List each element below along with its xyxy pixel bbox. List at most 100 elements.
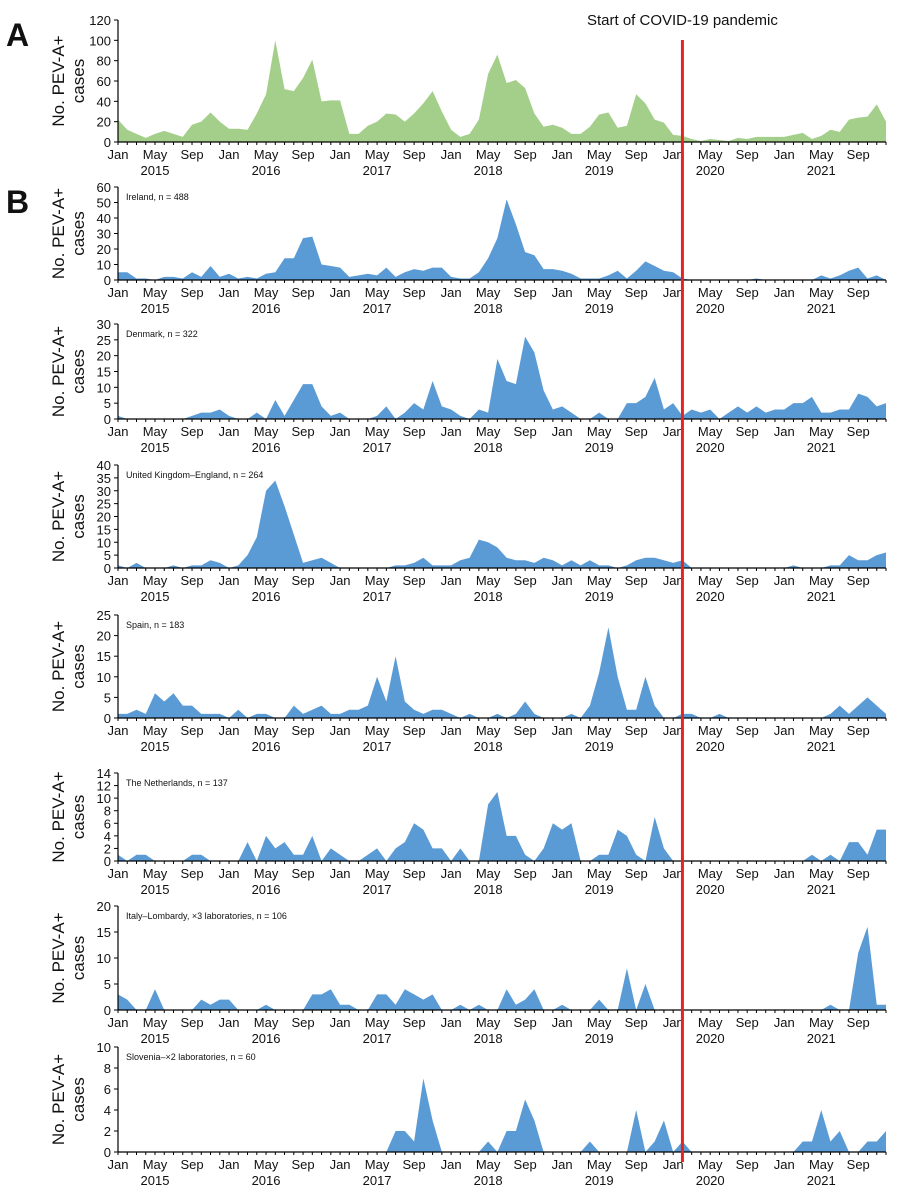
x-tick-label: Sep [625, 723, 648, 738]
x-tick-label: Sep [403, 424, 426, 439]
x-tick-label: Sep [180, 147, 203, 162]
x-tick-label: Jan [774, 866, 795, 881]
y-axis-label: cases [69, 211, 88, 255]
x-tick-label: Sep [291, 1157, 314, 1172]
x-tick-label: Jan [108, 573, 129, 588]
y-tick-label: 14 [97, 766, 111, 781]
year-label: 2015 [141, 163, 170, 178]
x-tick-label: Jan [441, 1015, 462, 1030]
y-axis-label: No. PEV-A+ [49, 912, 68, 1003]
x-tick-label: Sep [403, 1157, 426, 1172]
x-tick-label: Jan [663, 573, 684, 588]
year-label: 2015 [141, 739, 170, 754]
x-tick-label: Jan [441, 424, 462, 439]
x-tick-label: Sep [180, 1015, 203, 1030]
x-tick-label: May [143, 1157, 168, 1172]
x-tick-label: Jan [552, 424, 573, 439]
year-label: 2018 [474, 1173, 503, 1188]
y-tick-label: 40 [97, 211, 111, 226]
y-axis-label: cases [69, 936, 88, 980]
year-label: 2017 [363, 440, 392, 455]
x-tick-label: May [254, 285, 279, 300]
x-tick-label: Sep [514, 1157, 537, 1172]
y-tick-label: 10 [97, 791, 111, 806]
panel: 0 5 10 15 20 25 Jan May Sep Jan May Sep Jan May Sep Jan… [49, 608, 887, 754]
y-tick-label: 10 [97, 951, 111, 966]
x-tick-label: Sep [847, 573, 870, 588]
y-tick-label: 6 [104, 1082, 111, 1097]
y-tick-label: 10 [97, 258, 111, 273]
year-label: 2016 [252, 1173, 281, 1188]
x-tick-label: May [698, 573, 723, 588]
x-tick-label: Sep [180, 424, 203, 439]
x-tick-label: Sep [403, 573, 426, 588]
y-tick-label: 0 [104, 273, 111, 288]
year-label: 2015 [141, 882, 170, 897]
x-tick-label: Jan [774, 424, 795, 439]
x-tick-label: Jan [219, 573, 240, 588]
x-tick-label: Sep [625, 147, 648, 162]
x-tick-label: May [587, 424, 612, 439]
year-label: 2021 [807, 1173, 836, 1188]
year-label: 2019 [585, 589, 614, 604]
x-tick-label: May [476, 1015, 501, 1030]
x-tick-label: May [365, 285, 390, 300]
year-label: 2016 [252, 1031, 281, 1046]
year-label: 2018 [474, 440, 503, 455]
year-label: 2017 [363, 589, 392, 604]
y-tick-label: 80 [97, 54, 111, 69]
x-tick-label: May [476, 573, 501, 588]
x-tick-label: Jan [663, 147, 684, 162]
area [118, 926, 886, 1010]
x-tick-label: May [365, 866, 390, 881]
x-tick-label: Jan [330, 147, 351, 162]
x-tick-label: Jan [108, 1157, 129, 1172]
x-tick-label: Sep [291, 424, 314, 439]
x-tick-label: Sep [847, 1157, 870, 1172]
y-tick-label: 2 [104, 841, 111, 856]
y-tick-label: 8 [104, 1061, 111, 1076]
x-tick-label: May [698, 424, 723, 439]
x-tick-label: Sep [736, 1015, 759, 1030]
x-tick-label: Jan [774, 285, 795, 300]
y-tick-label: 15 [97, 649, 111, 664]
x-tick-label: Sep [736, 866, 759, 881]
x-tick-label: Sep [736, 147, 759, 162]
panel-subtitle: United Kingdom–England, n = 264 [126, 470, 263, 480]
x-tick-label: Jan [330, 285, 351, 300]
x-tick-label: May [254, 573, 279, 588]
x-tick-label: May [476, 866, 501, 881]
x-tick-label: May [143, 866, 168, 881]
year-label: 2018 [474, 589, 503, 604]
y-tick-label: 20 [97, 242, 111, 257]
x-tick-label: Jan [663, 424, 684, 439]
area [118, 791, 886, 861]
x-tick-label: Sep [403, 866, 426, 881]
year-label: 2017 [363, 739, 392, 754]
x-tick-label: May [809, 1157, 834, 1172]
x-tick-label: Sep [514, 147, 537, 162]
y-tick-label: 15 [97, 925, 111, 940]
panel-label: B [6, 184, 29, 220]
y-axis-label: cases [69, 349, 88, 393]
y-tick-label: 60 [97, 180, 111, 195]
x-tick-label: May [587, 723, 612, 738]
y-tick-label: 0 [104, 135, 111, 150]
area [118, 199, 886, 280]
x-tick-label: May [809, 723, 834, 738]
x-tick-label: May [254, 1157, 279, 1172]
y-axis-label: No. PEV-A+ [49, 35, 68, 126]
x-tick-label: May [365, 424, 390, 439]
x-tick-label: Jan [774, 1157, 795, 1172]
x-tick-label: Jan [441, 866, 462, 881]
x-tick-label: May [476, 723, 501, 738]
x-tick-label: Sep [625, 573, 648, 588]
year-label: 2015 [141, 301, 170, 316]
x-tick-label: May [476, 147, 501, 162]
x-tick-label: Sep [736, 1157, 759, 1172]
year-label: 2018 [474, 1031, 503, 1046]
year-label: 2019 [585, 1173, 614, 1188]
year-label: 2016 [252, 440, 281, 455]
x-tick-label: Sep [514, 866, 537, 881]
